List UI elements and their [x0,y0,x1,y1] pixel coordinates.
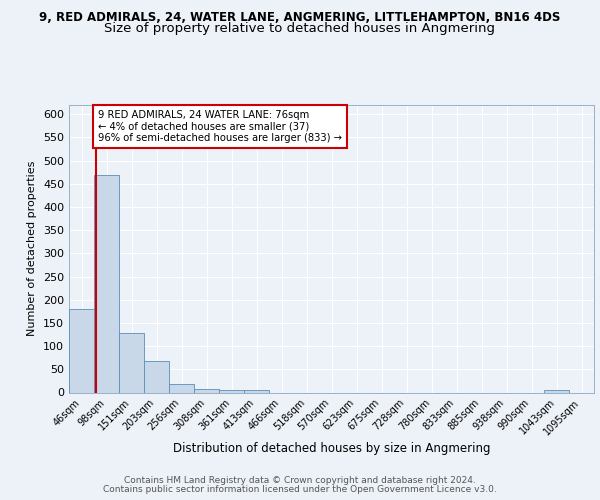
Bar [544,390,569,392]
Text: 9 RED ADMIRALS, 24 WATER LANE: 76sqm
← 4% of detached houses are smaller (37)
96: 9 RED ADMIRALS, 24 WATER LANE: 76sqm ← 4… [98,110,343,143]
Bar [94,174,119,392]
Bar [169,384,194,392]
Text: Contains HM Land Registry data © Crown copyright and database right 2024.: Contains HM Land Registry data © Crown c… [124,476,476,485]
Bar [144,360,169,392]
X-axis label: Distribution of detached houses by size in Angmering: Distribution of detached houses by size … [173,442,490,455]
Text: Size of property relative to detached houses in Angmering: Size of property relative to detached ho… [104,22,496,35]
Text: 9, RED ADMIRALS, 24, WATER LANE, ANGMERING, LITTLEHAMPTON, BN16 4DS: 9, RED ADMIRALS, 24, WATER LANE, ANGMERI… [40,11,560,24]
Bar [244,390,269,392]
Bar [219,390,244,392]
Y-axis label: Number of detached properties: Number of detached properties [28,161,37,336]
Bar [119,333,144,392]
Text: Contains public sector information licensed under the Open Government Licence v3: Contains public sector information licen… [103,485,497,494]
Bar [69,309,94,392]
Bar [194,389,219,392]
